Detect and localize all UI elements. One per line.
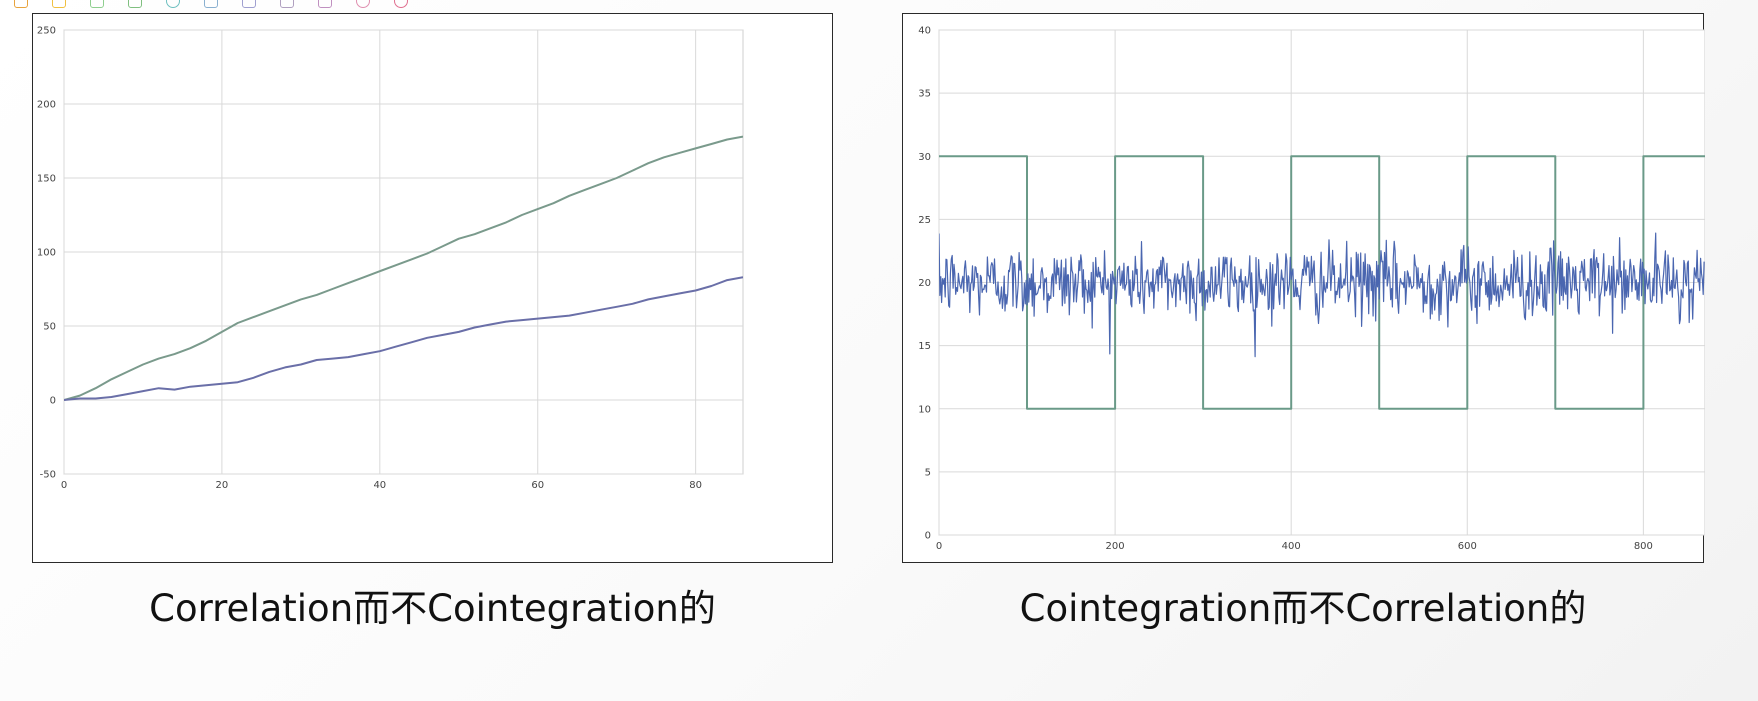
left-x-tick-label: 40 — [373, 480, 386, 491]
right-y-tick-label: 10 — [918, 404, 931, 415]
caption-right: Cointegration而不Correlation的 — [1019, 587, 1587, 630]
shape-icon[interactable] — [318, 0, 332, 8]
arrow-icon[interactable] — [204, 0, 218, 8]
right-x-tick-label: 400 — [1282, 541, 1301, 552]
circle-icon[interactable] — [394, 0, 408, 8]
toolbar — [0, 0, 520, 12]
left-y-tick-label: 50 — [43, 322, 56, 333]
left-y-tick-label: 200 — [37, 100, 56, 111]
chart-left: 0 20 40 60 80 -50 0 50 100 150 200 250 — [32, 13, 833, 563]
left-y-tick-label: 250 — [37, 26, 56, 37]
right-y-tick-label: 30 — [918, 152, 931, 163]
circle-icon[interactable] — [166, 0, 180, 8]
circle-icon[interactable] — [356, 0, 370, 8]
folder-icon[interactable] — [14, 0, 28, 8]
right-y-tick-label: 20 — [918, 278, 931, 289]
chart-left-svg: 0 20 40 60 80 -50 0 50 100 150 200 250 — [37, 26, 744, 491]
rect-icon[interactable] — [128, 0, 142, 8]
left-x-tick-label: 80 — [689, 480, 702, 491]
caption-left: Correlation而不Cointegration的 — [149, 587, 716, 630]
right-series-1-line — [939, 232, 1705, 358]
chart-right-svg: 0 200 400 600 800 0 5 10 15 20 25 30 35 40 — [918, 26, 1705, 552]
right-series-0-line — [939, 155, 1705, 410]
left-series-1-line — [64, 276, 743, 401]
chart-right: 0 200 400 600 800 0 5 10 15 20 25 30 35 40 — [902, 13, 1705, 563]
arrow-icon[interactable] — [242, 0, 256, 8]
left-y-tick-label: 100 — [37, 248, 56, 259]
left-series-0-line — [64, 135, 743, 401]
rect-icon[interactable] — [90, 0, 104, 8]
right-x-tick-label: 200 — [1106, 541, 1125, 552]
left-y-tick-label: 0 — [50, 396, 56, 407]
right-x-tick-label: 600 — [1458, 541, 1477, 552]
right-x-tick-label: 0 — [936, 541, 942, 552]
right-x-tick-label: 800 — [1634, 541, 1653, 552]
left-y-tick-label: -50 — [40, 470, 56, 481]
right-y-tick-label: 35 — [918, 89, 931, 100]
left-x-tick-label: 60 — [531, 480, 544, 491]
left-x-tick-label: 20 — [216, 480, 229, 491]
right-y-tick-label: 0 — [925, 531, 931, 542]
right-y-tick-label: 40 — [918, 26, 931, 37]
left-x-tick-label: 0 — [61, 480, 67, 491]
left-y-tick-label: 150 — [37, 174, 56, 185]
right-y-tick-label: 25 — [918, 215, 931, 226]
pen-icon[interactable] — [52, 0, 66, 8]
arrow-icon[interactable] — [280, 0, 294, 8]
right-y-tick-label: 15 — [918, 341, 931, 352]
right-y-tick-label: 5 — [925, 467, 931, 478]
